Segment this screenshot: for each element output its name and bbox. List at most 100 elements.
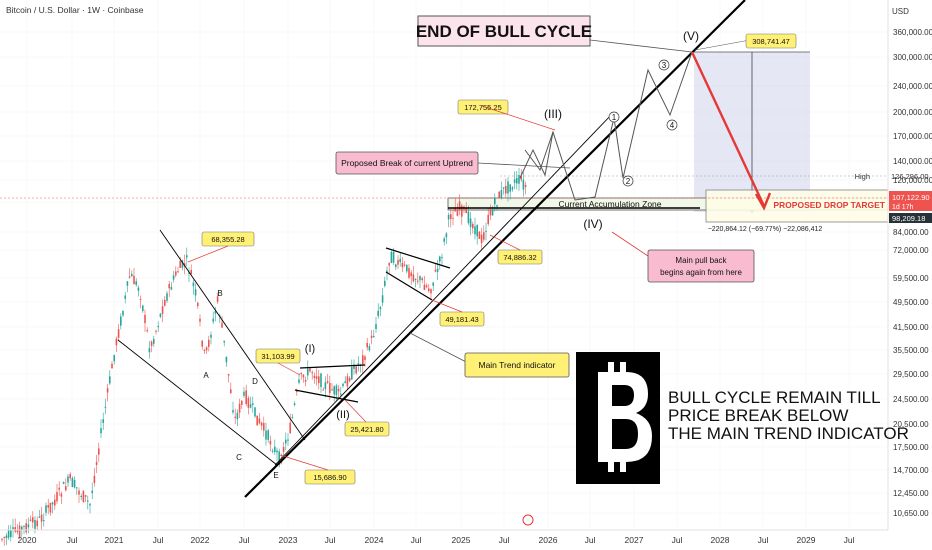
- candle-body: [16, 530, 19, 533]
- candle-body: [179, 261, 181, 268]
- candle-body: [18, 525, 21, 537]
- x-tick-label: 2024: [365, 535, 384, 545]
- price-axis-ticks: 360,000.00 300,000.00 240,000.00 200,000.00…: [893, 28, 932, 518]
- y-tick-label: 72,000.00: [893, 246, 929, 255]
- current-price-tag-bg: [889, 191, 932, 211]
- candle-body: [524, 185, 527, 187]
- candle-body: [263, 423, 265, 431]
- candle-body: [340, 393, 342, 395]
- candle-body: [313, 375, 316, 378]
- candle-body: [476, 224, 478, 237]
- y-tick-label: 240,000.00: [893, 82, 932, 91]
- time-axis-ticks[interactable]: 2020 Jul 2021 Jul 2022 Jul 2023 Jul 2024 Jul 2025 J…: [18, 535, 855, 545]
- candle-body: [491, 209, 494, 216]
- candle-body: [65, 486, 67, 491]
- candle-body: [322, 389, 324, 391]
- candle-body: [458, 201, 461, 210]
- candle-body: [247, 397, 250, 408]
- candle-body: [439, 256, 441, 262]
- wave-label: 3: [662, 61, 667, 70]
- candle-body: [58, 487, 60, 490]
- candle-body: [256, 415, 258, 426]
- y-tick-label: 35,500.00: [893, 346, 929, 355]
- consolidation-bottom-line: [294, 389, 359, 403]
- x-tick-label: Jul: [672, 535, 683, 545]
- inner-trend-line: [274, 111, 615, 466]
- candle-body: [390, 251, 393, 264]
- proposed-break-text: Proposed Break of current Uptrend: [341, 158, 473, 168]
- candle-body: [199, 318, 201, 322]
- candle-body: [98, 448, 100, 455]
- candle-body: [507, 181, 509, 194]
- candle-body: [1, 538, 3, 540]
- pivot-label-box: [304, 469, 356, 485]
- candle-body: [80, 495, 82, 498]
- candle-body: [210, 334, 212, 338]
- candle-body: [148, 348, 151, 353]
- pullback-callout: [647, 249, 755, 283]
- candle-body: [293, 403, 296, 406]
- break-pointer: [477, 162, 571, 169]
- wave-label: 1: [612, 113, 617, 122]
- candle-body: [285, 439, 287, 444]
- candle-body: [84, 495, 87, 497]
- candle-body: [329, 382, 331, 394]
- candle-body: [73, 479, 76, 488]
- y-tick-label: 14,700.00: [893, 466, 929, 475]
- projected-wave-path: [524, 51, 693, 201]
- candle-body: [120, 316, 122, 326]
- candle-body: [23, 525, 25, 527]
- currency-label[interactable]: USD: [892, 7, 909, 16]
- candle-body: [109, 376, 111, 384]
- candle-body: [43, 519, 45, 521]
- end-bull-pointer: [589, 39, 693, 53]
- candle-body: [252, 403, 254, 405]
- candle-body: [362, 355, 364, 365]
- y-tick-label: 300,000.00: [893, 53, 932, 62]
- candle-body: [335, 385, 338, 395]
- candle-body: [243, 391, 245, 396]
- candle-body: [364, 356, 366, 361]
- x-tick-label: 2028: [711, 535, 730, 545]
- x-tick-label: 2026: [539, 535, 558, 545]
- candle-body: [267, 430, 269, 440]
- x-tick-label: Jul: [585, 535, 596, 545]
- x-tick-label: 2027: [625, 535, 644, 545]
- wave-label: (II): [336, 409, 349, 421]
- pivot-label: 25,421.80: [350, 425, 383, 434]
- candle-body: [102, 419, 104, 423]
- candle-body: [155, 330, 157, 332]
- candle-body: [443, 238, 445, 242]
- candle-body: [509, 184, 511, 192]
- candle-body: [483, 232, 485, 240]
- event-icon[interactable]: [522, 514, 534, 526]
- candle-body: [522, 179, 525, 190]
- pivot-label: 68,355.28: [211, 235, 244, 244]
- pivot-label: 172,755.25: [464, 103, 502, 112]
- candle-body: [377, 310, 379, 317]
- wedge-lower-line: [117, 339, 278, 466]
- candle-body: [254, 407, 256, 417]
- candle-body: [150, 341, 153, 346]
- candle-body: [461, 205, 463, 217]
- candle-body: [423, 284, 426, 291]
- candle-body: [406, 264, 408, 272]
- flag-bottom-line: [385, 271, 433, 301]
- price-axis[interactable]: [888, 0, 932, 550]
- candle-body: [331, 389, 333, 391]
- x-tick-label: Jul: [499, 535, 510, 545]
- candle-body: [452, 217, 454, 219]
- countdown-tag: 1d 17h: [892, 204, 914, 211]
- y-tick-label: 200,000.00: [893, 108, 932, 117]
- y-tick-label: 29,500.00: [893, 370, 929, 379]
- candle-body: [494, 198, 496, 205]
- x-tick-label: 2023: [279, 535, 298, 545]
- top-price-pointer: [694, 39, 751, 51]
- projected-wave-start: [519, 131, 554, 179]
- candle-body: [241, 400, 243, 405]
- candle-body: [489, 209, 492, 216]
- candle-body: [379, 306, 382, 310]
- candle-body: [351, 366, 353, 380]
- candle-body: [197, 302, 199, 307]
